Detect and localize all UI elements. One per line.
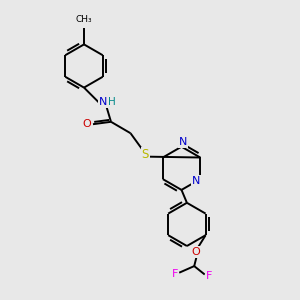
- Text: O: O: [192, 247, 200, 257]
- Text: N: N: [98, 97, 107, 107]
- Text: CH₃: CH₃: [76, 15, 92, 24]
- Text: H: H: [108, 97, 116, 107]
- Text: O: O: [82, 119, 91, 129]
- Text: F: F: [206, 271, 212, 281]
- Text: N: N: [178, 137, 187, 147]
- Text: N: N: [191, 176, 200, 186]
- Text: F: F: [172, 269, 178, 279]
- Text: S: S: [142, 148, 149, 161]
